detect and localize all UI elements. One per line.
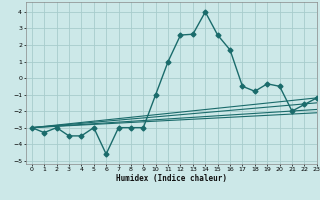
X-axis label: Humidex (Indice chaleur): Humidex (Indice chaleur): [116, 174, 227, 183]
